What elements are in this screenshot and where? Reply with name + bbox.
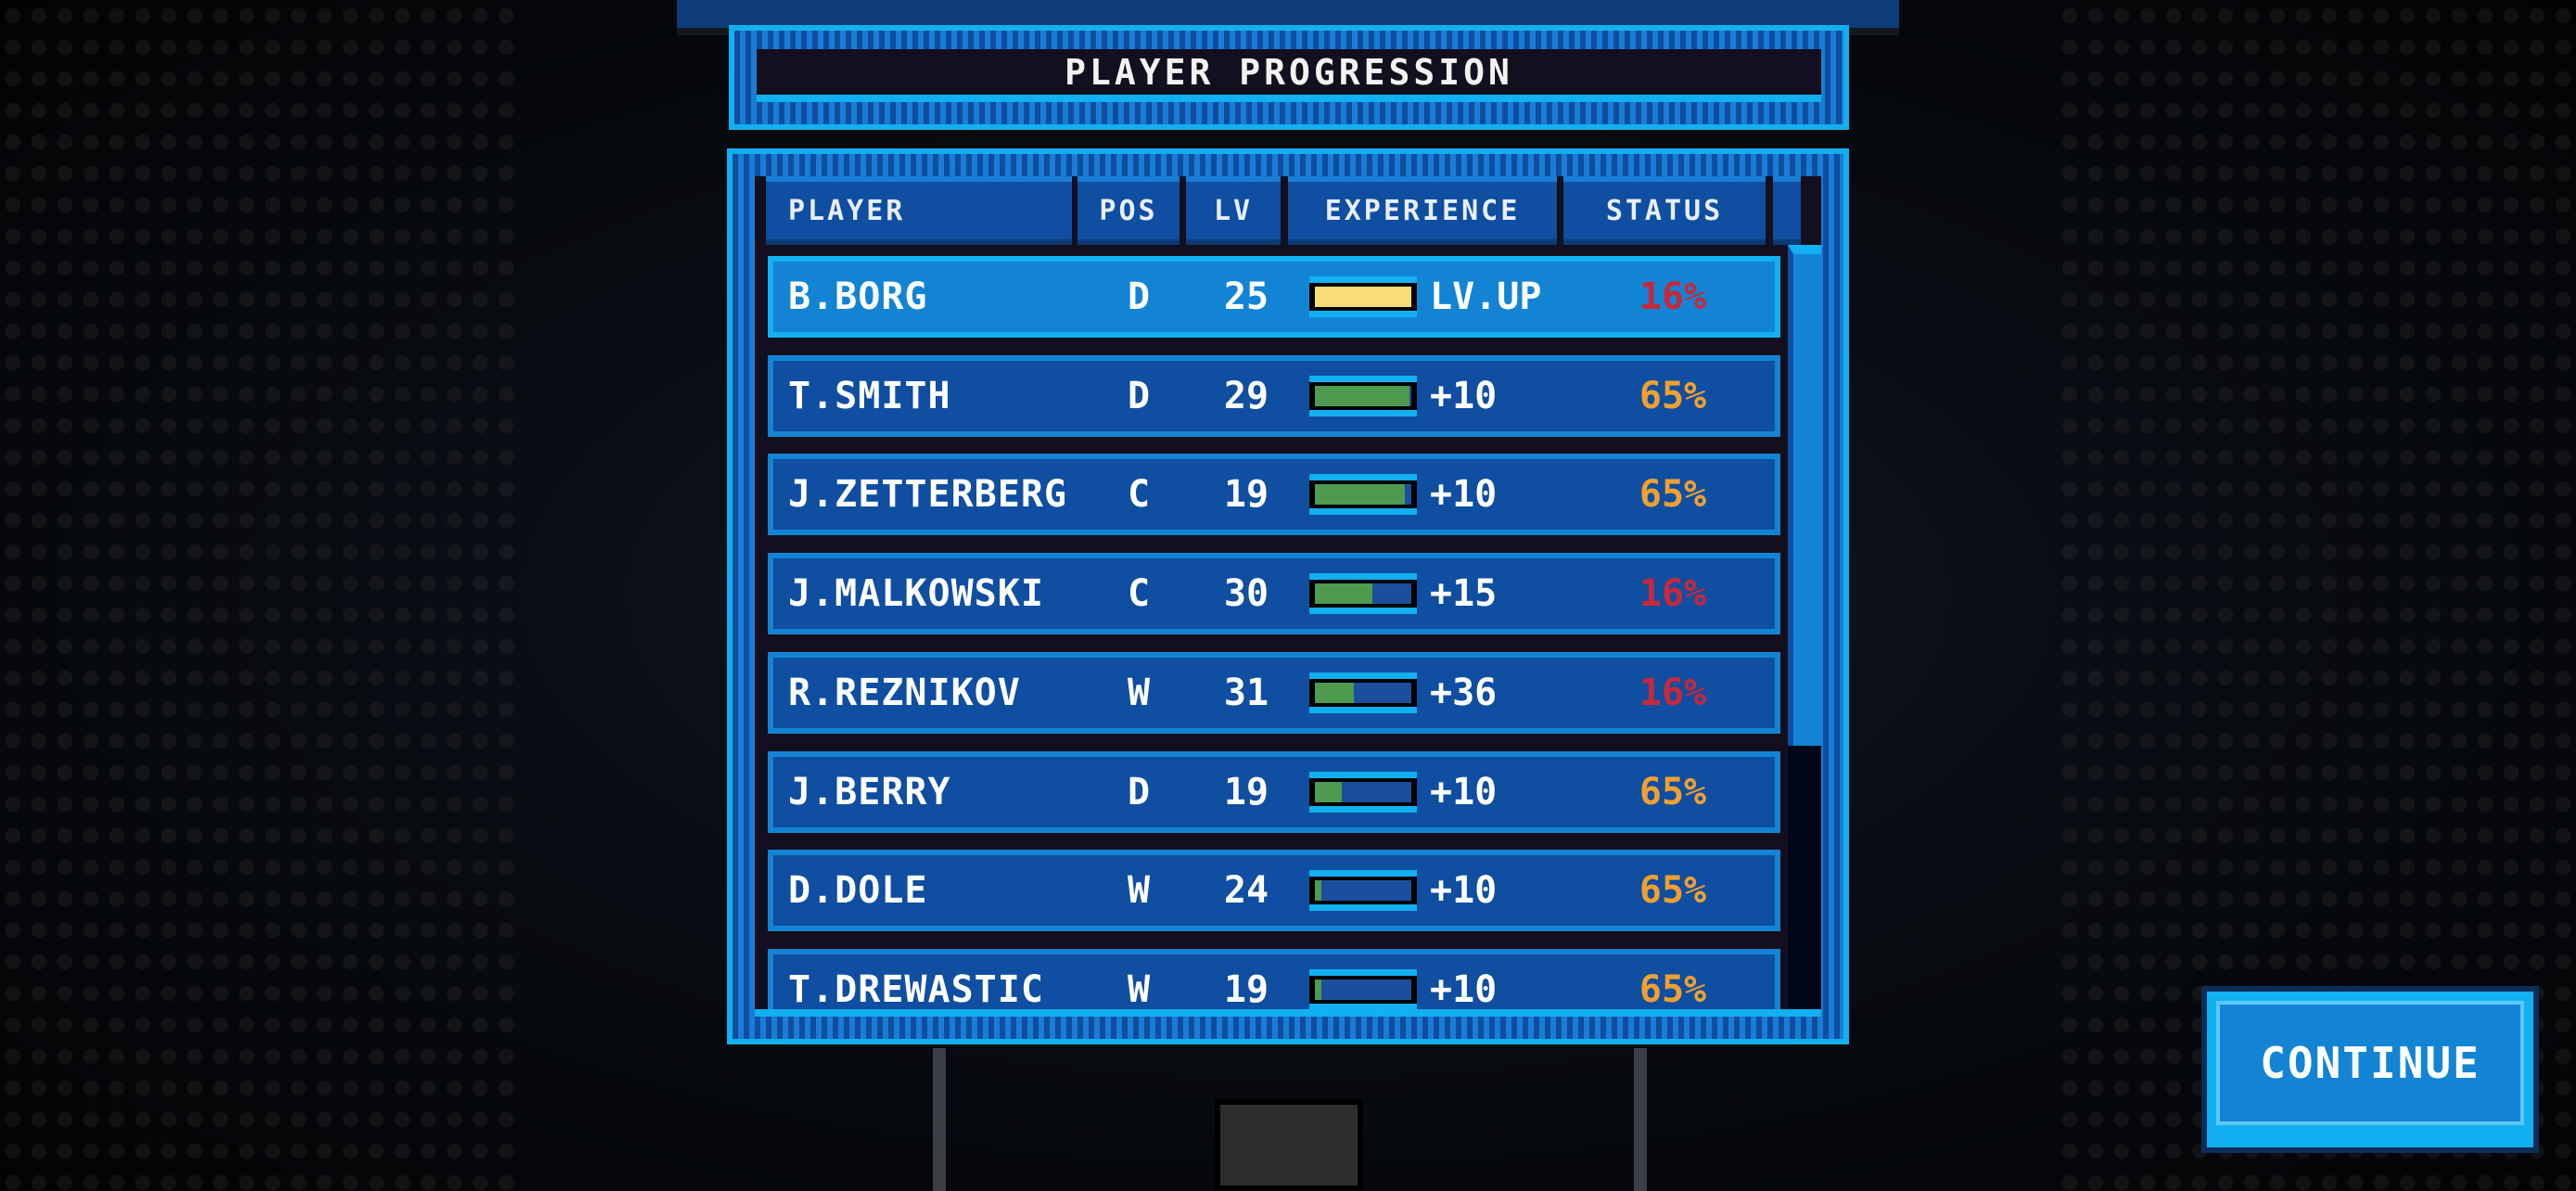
experience-bar-fill: [1315, 880, 1322, 902]
robot-frame: [933, 1048, 1647, 1191]
player-status: 65%: [1639, 374, 1707, 417]
experience-bar-fill: [1315, 781, 1343, 802]
continue-button[interactable]: CONTINUE: [2201, 986, 2539, 1153]
experience-bar-fill: [1315, 484, 1405, 506]
player-position: D: [1128, 275, 1151, 318]
player-row[interactable]: J.BERRY D 19 +10 65%: [768, 750, 1780, 833]
experience-gain: +10: [1430, 770, 1498, 813]
experience-bar-track: [1315, 484, 1411, 506]
experience-gain: +10: [1430, 374, 1498, 417]
column-header-lv[interactable]: LV: [1186, 176, 1281, 245]
experience-bar: [1309, 870, 1417, 912]
column-header-pos[interactable]: POS: [1078, 176, 1180, 245]
player-position: D: [1128, 374, 1151, 417]
experience-bar: [1309, 771, 1417, 813]
experience-bar-track: [1315, 287, 1411, 307]
player-position: W: [1128, 869, 1151, 913]
background-pattern-left: [0, 0, 519, 1191]
column-header-experience[interactable]: EXPERIENCE: [1288, 176, 1557, 245]
player-status: 16%: [1639, 275, 1707, 318]
experience-bar-fill: [1315, 979, 1322, 1000]
title-bar: PLAYER PROGRESSION: [757, 49, 1821, 102]
player-level: 25: [1223, 275, 1269, 318]
player-status: 16%: [1639, 671, 1707, 714]
player-position: C: [1128, 572, 1151, 616]
player-name: R.REZNIKOV: [788, 671, 1021, 714]
player-name: D.DOLE: [788, 869, 928, 913]
player-position: W: [1128, 967, 1151, 1011]
experience-bar: [1309, 474, 1417, 516]
player-level: 19: [1223, 967, 1269, 1011]
player-level: 19: [1223, 770, 1269, 813]
player-name: T.DREWASTIC: [788, 967, 1044, 1011]
player-level: 19: [1223, 473, 1269, 517]
player-status: 16%: [1639, 572, 1707, 616]
player-level: 29: [1223, 374, 1269, 417]
column-header-player[interactable]: PLAYER: [766, 176, 1072, 245]
player-table-panel: PLAYER POS LV EXPERIENCE STATUS B.BORG D 2…: [727, 148, 1849, 1044]
experience-bar-track: [1315, 682, 1411, 703]
player-position: C: [1128, 473, 1151, 517]
player-name: J.ZETTERBERG: [788, 473, 1067, 517]
player-status: 65%: [1639, 869, 1707, 913]
player-row[interactable]: J.MALKOWSKI C 30 +15 16%: [768, 553, 1780, 635]
experience-bar-track: [1315, 979, 1411, 1000]
experience-gain: +15: [1430, 572, 1498, 616]
title-panel: PLAYER PROGRESSION: [729, 25, 1849, 130]
player-position: W: [1128, 671, 1151, 714]
robot-head: [1215, 1099, 1363, 1191]
experience-bar: [1309, 573, 1417, 615]
continue-label: CONTINUE: [2260, 1038, 2480, 1088]
player-table: PLAYER POS LV EXPERIENCE STATUS B.BORG D 2…: [755, 176, 1821, 1017]
experience-bar-fill: [1315, 583, 1373, 605]
experience-bar-track: [1315, 880, 1411, 902]
experience-gain: +10: [1430, 967, 1498, 1011]
experience-bar-track: [1315, 781, 1411, 802]
continue-button-face: [2216, 1001, 2524, 1125]
experience-bar-track: [1315, 385, 1411, 406]
experience-bar: [1309, 276, 1417, 317]
player-row[interactable]: B.BORG D 25 LV.UP 16%: [768, 256, 1780, 338]
player-status: 65%: [1639, 770, 1707, 813]
experience-gain: +10: [1430, 869, 1498, 913]
column-header-spacer: [1773, 176, 1801, 245]
experience-gain: +10: [1430, 473, 1498, 517]
player-level: 31: [1223, 671, 1269, 714]
player-row[interactable]: T.SMITH D 29 +10 65%: [768, 354, 1780, 437]
player-status: 65%: [1639, 473, 1707, 517]
page-title: PLAYER PROGRESSION: [1065, 51, 1513, 93]
player-name: T.SMITH: [788, 374, 951, 417]
player-level: 30: [1223, 572, 1269, 616]
player-level: 24: [1223, 869, 1269, 913]
column-header-status[interactable]: STATUS: [1563, 176, 1766, 245]
player-row[interactable]: T.DREWASTIC W 19 +10 65%: [768, 948, 1780, 1011]
player-name: B.BORG: [788, 275, 928, 318]
experience-bar-fill: [1315, 682, 1354, 703]
experience-bar-track: [1315, 583, 1411, 605]
experience-bar: [1309, 968, 1417, 1009]
experience-bar-fill: [1315, 385, 1409, 406]
player-name: J.BERRY: [788, 770, 951, 813]
scrollbar-thumb[interactable]: [1788, 245, 1821, 746]
experience-bar: [1309, 672, 1417, 713]
player-row[interactable]: R.REZNIKOV W 31 +36 16%: [768, 651, 1780, 734]
experience-bar-fill: [1315, 287, 1411, 307]
experience-gain: LV.UP: [1430, 275, 1542, 318]
player-row[interactable]: D.DOLE W 24 +10 65%: [768, 850, 1780, 932]
player-status: 65%: [1639, 967, 1707, 1011]
player-row[interactable]: J.ZETTERBERG C 19 +10 65%: [768, 454, 1780, 536]
scrollbar[interactable]: [1788, 245, 1821, 1009]
experience-gain: +36: [1430, 671, 1498, 714]
player-position: D: [1128, 770, 1151, 813]
experience-bar: [1309, 375, 1417, 416]
player-name: J.MALKOWSKI: [788, 572, 1044, 616]
